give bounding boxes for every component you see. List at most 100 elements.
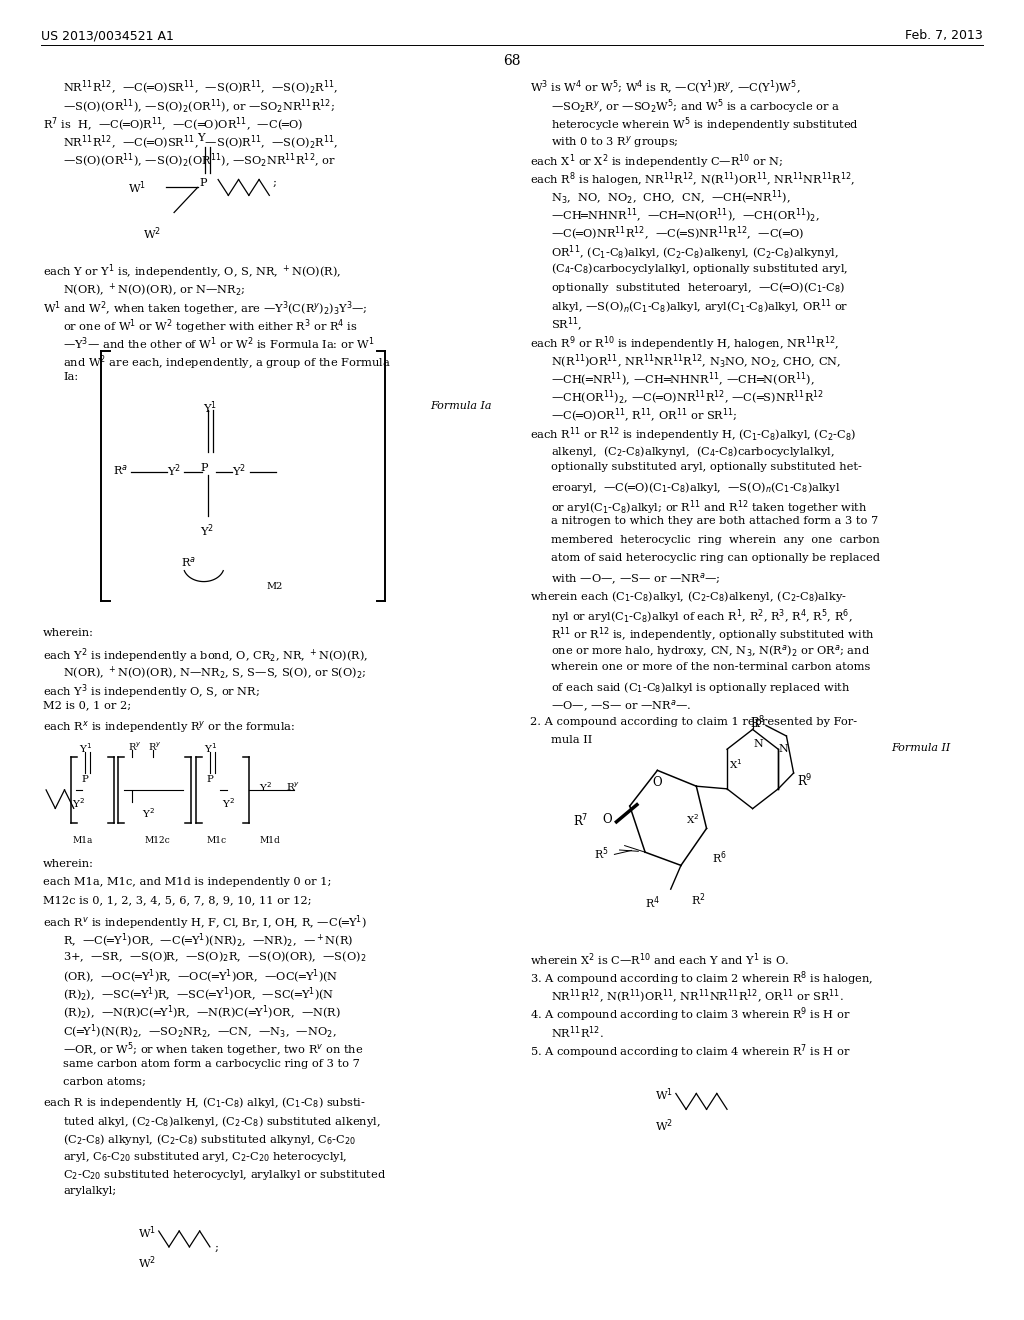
Text: R$^4$: R$^4$ [645, 895, 660, 911]
Text: (C$_4$-C$_8$)carbocyclylalkyl, optionally substituted aryl,: (C$_4$-C$_8$)carbocyclylalkyl, optionall… [551, 261, 848, 276]
Text: wherein each (C$_1$-C$_8$)alkyl, (C$_2$-C$_8$)alkenyl, (C$_2$-C$_8$)alky-: wherein each (C$_1$-C$_8$)alkyl, (C$_2$-… [530, 589, 848, 605]
Text: R$^a$: R$^a$ [181, 556, 197, 569]
Text: ;: ; [272, 178, 276, 189]
Text: (R)$_2$),  —N(R)C(═Y$^1$)R,  —N(R)C(═Y$^1$)OR,  —N(R): (R)$_2$), —N(R)C(═Y$^1$)R, —N(R)C(═Y$^1$… [63, 1005, 341, 1023]
Text: SR$^{11}$,: SR$^{11}$, [551, 315, 583, 334]
Text: P: P [82, 775, 89, 784]
Text: Y$^1$: Y$^1$ [203, 400, 217, 416]
Text: NR$^{11}$R$^{12}$.: NR$^{11}$R$^{12}$. [551, 1024, 604, 1040]
Text: with 0 to 3 R$^y$ groups;: with 0 to 3 R$^y$ groups; [551, 133, 679, 150]
Text: 2. A compound according to claim 1 represented by For-: 2. A compound according to claim 1 repre… [530, 717, 857, 727]
Text: each X$^1$ or X$^2$ is independently C—R$^{10}$ or N;: each X$^1$ or X$^2$ is independently C—R… [530, 152, 784, 170]
Text: M1c: M1c [207, 836, 227, 845]
Text: R$^y$: R$^y$ [148, 741, 162, 754]
Text: Y$^2$: Y$^2$ [259, 780, 272, 795]
Text: Y$^1$: Y$^1$ [79, 741, 92, 755]
Text: —O—, —S— or —NR$^a$—.: —O—, —S— or —NR$^a$—. [551, 698, 691, 714]
Text: Y$^2$: Y$^2$ [232, 463, 247, 479]
Text: R$^y$: R$^y$ [128, 741, 141, 754]
Text: W$^1$ and W$^2$, when taken together, are —Y$^3$(C(R$^y$)$_2$)$_3$Y$^3$—;: W$^1$ and W$^2$, when taken together, ar… [43, 300, 368, 318]
Text: C$_2$-C$_{20}$ substituted heterocyclyl, arylalkyl or substituted: C$_2$-C$_{20}$ substituted heterocyclyl,… [63, 1168, 386, 1183]
Text: C(═Y$^1$)(N(R)$_2$,  —SO$_2$NR$_2$,  —CN,  —N$_3$,  —NO$_2$,: C(═Y$^1$)(N(R)$_2$, —SO$_2$NR$_2$, —CN, … [63, 1023, 337, 1040]
Text: R$^a$: R$^a$ [113, 463, 128, 477]
Text: R$^5$: R$^5$ [594, 846, 608, 862]
Text: each Y or Y$^1$ is, independently, O, S, NR, $^+$N(O)(R),: each Y or Y$^1$ is, independently, O, S,… [43, 263, 341, 281]
Text: X$^1$: X$^1$ [729, 758, 742, 771]
Text: R$^7$ is  H,  —C(═O)R$^{11}$,  —C(═O)OR$^{11}$,  —C(═O): R$^7$ is H, —C(═O)R$^{11}$, —C(═O)OR$^{1… [43, 116, 303, 133]
Text: each R$^{11}$ or R$^{12}$ is independently H, (C$_1$-C$_8$)alkyl, (C$_2$-C$_8$): each R$^{11}$ or R$^{12}$ is independent… [530, 425, 857, 444]
Text: each Y$^2$ is independently a bond, O, CR$_2$, NR, $^+$N(O)(R),: each Y$^2$ is independently a bond, O, C… [43, 645, 369, 664]
Text: —S(O)(OR$^{11}$), —S(O)$_2$(OR$^{11}$), —SO$_2$NR$^{11}$R$^{12}$, or: —S(O)(OR$^{11}$), —S(O)$_2$(OR$^{11}$), … [63, 152, 337, 170]
Text: membered  heterocyclic  ring  wherein  any  one  carbon: membered heterocyclic ring wherein any o… [551, 535, 880, 545]
Text: W$^1$: W$^1$ [655, 1086, 674, 1104]
Text: W$^2$: W$^2$ [143, 226, 162, 243]
Text: —CH(OR$^{11}$)$_2$, —C(═O)NR$^{11}$R$^{12}$, —C(═S)NR$^{11}$R$^{12}$: —CH(OR$^{11}$)$_2$, —C(═O)NR$^{11}$R$^{1… [551, 389, 824, 407]
Text: heterocycle wherein W$^5$ is independently substituted: heterocycle wherein W$^5$ is independent… [551, 116, 859, 135]
Text: each R is independently H, (C$_1$-C$_8$) alkyl, (C$_1$-C$_8$) substi-: each R is independently H, (C$_1$-C$_8$)… [43, 1096, 366, 1110]
Text: O: O [652, 776, 662, 788]
Text: 4. A compound according to claim 3 wherein R$^9$ is H or: 4. A compound according to claim 3 where… [530, 1006, 851, 1024]
Text: R$^6$: R$^6$ [712, 850, 727, 866]
Text: Y: Y [197, 133, 204, 144]
Text: ;: ; [215, 1243, 219, 1253]
Text: R$^8$: R$^8$ [750, 715, 765, 731]
Text: R$^7$: R$^7$ [573, 813, 589, 829]
Text: wherein:: wherein: [43, 628, 94, 638]
Text: O: O [602, 813, 611, 825]
Text: (OR),  —OC(═Y$^1$)R,  —OC(═Y$^1$)OR,  —OC(═Y$^1$)(N: (OR), —OC(═Y$^1$)R, —OC(═Y$^1$)OR, —OC(═… [63, 968, 339, 986]
Text: Feb. 7, 2013: Feb. 7, 2013 [905, 29, 983, 42]
Text: OR$^{11}$, (C$_1$-C$_8$)alkyl, (C$_2$-C$_8$)alkenyl, (C$_2$-C$_8$)alkynyl,: OR$^{11}$, (C$_1$-C$_8$)alkyl, (C$_2$-C$… [551, 243, 839, 261]
Text: each R$^9$ or R$^{10}$ is independently H, halogen, NR$^{11}$R$^{12}$,: each R$^9$ or R$^{10}$ is independently … [530, 334, 840, 352]
Text: W$^2$: W$^2$ [655, 1117, 674, 1134]
Text: alkenyl,  (C$_2$-C$_8$)alkynyl,  (C$_4$-C$_8$)carbocyclylalkyl,: alkenyl, (C$_2$-C$_8$)alkynyl, (C$_4$-C$… [551, 444, 835, 458]
Text: Formula Ia: Formula Ia [430, 401, 492, 411]
Text: NR$^{11}$R$^{12}$, N(R$^{11}$)OR$^{11}$, NR$^{11}$NR$^{11}$R$^{12}$, OR$^{11}$ o: NR$^{11}$R$^{12}$, N(R$^{11}$)OR$^{11}$,… [551, 987, 844, 1006]
Text: carbon atoms;: carbon atoms; [63, 1077, 146, 1088]
Text: —SO$_2$R$^y$, or —SO$_2$W$^5$; and W$^5$ is a carbocycle or a: —SO$_2$R$^y$, or —SO$_2$W$^5$; and W$^5$… [551, 98, 840, 116]
Text: W$^2$: W$^2$ [138, 1255, 157, 1271]
Text: M12c: M12c [144, 836, 170, 845]
Text: Formula II: Formula II [891, 743, 950, 752]
Text: nyl or aryl(C$_1$-C$_8$)alkyl of each R$^1$, R$^2$, R$^3$, R$^4$, R$^5$, R$^6$,: nyl or aryl(C$_1$-C$_8$)alkyl of each R$… [551, 607, 853, 626]
Text: —CH(═NR$^{11}$), —CH═NHNR$^{11}$, —CH═N(OR$^{11}$),: —CH(═NR$^{11}$), —CH═NHNR$^{11}$, —CH═N(… [551, 371, 814, 389]
Text: wherein X$^2$ is C—R$^{10}$ and each Y and Y$^1$ is O.: wherein X$^2$ is C—R$^{10}$ and each Y a… [530, 952, 790, 968]
Text: —CH═NHNR$^{11}$,  —CH═N(OR$^{11}$),  —CH(OR$^{11}$)$_2$,: —CH═NHNR$^{11}$, —CH═N(OR$^{11}$), —CH(O… [551, 207, 820, 224]
Text: tuted alkyl, (C$_2$-C$_8$)alkenyl, (C$_2$-C$_8$) substituted alkenyl,: tuted alkyl, (C$_2$-C$_8$)alkenyl, (C$_2… [63, 1114, 381, 1129]
Text: Ia:: Ia: [63, 372, 79, 381]
Text: —C(═O)NR$^{11}$R$^{12}$,  —C(═S)NR$^{11}$R$^{12}$,  —C(═O): —C(═O)NR$^{11}$R$^{12}$, —C(═S)NR$^{11}$… [551, 224, 804, 243]
Text: P: P [200, 178, 207, 189]
Text: same carbon atom form a carbocyclic ring of 3 to 7: same carbon atom form a carbocyclic ring… [63, 1059, 360, 1069]
Text: Y$^2$: Y$^2$ [167, 463, 181, 479]
Text: N: N [778, 744, 788, 754]
Text: wherein one or more of the non-terminal carbon atoms: wherein one or more of the non-terminal … [551, 663, 870, 672]
Text: P: P [201, 463, 208, 473]
Text: each M1a, M1c, and M1d is independently 0 or 1;: each M1a, M1c, and M1d is independently … [43, 876, 332, 887]
Text: M12c is 0, 1, 2, 3, 4, 5, 6, 7, 8, 9, 10, 11 or 12;: M12c is 0, 1, 2, 3, 4, 5, 6, 7, 8, 9, 10… [43, 895, 311, 906]
Text: atom of said heterocyclic ring can optionally be replaced: atom of said heterocyclic ring can optio… [551, 553, 880, 562]
Text: W$^1$: W$^1$ [138, 1225, 157, 1241]
Text: each R$^x$ is independently R$^y$ or the formula:: each R$^x$ is independently R$^y$ or the… [43, 719, 295, 735]
Text: (R)$_2$),  —SC(═Y$^1$)R,  —SC(═Y$^1$)OR,  —SC(═Y$^1$)(N: (R)$_2$), —SC(═Y$^1$)R, —SC(═Y$^1$)OR, —… [63, 986, 335, 1005]
Text: N(R$^{11}$)OR$^{11}$, NR$^{11}$NR$^{11}$R$^{12}$, N$_3$NO, NO$_2$, CHO, CN,: N(R$^{11}$)OR$^{11}$, NR$^{11}$NR$^{11}$… [551, 352, 841, 371]
Text: P: P [207, 775, 214, 784]
Text: Y$^2$: Y$^2$ [142, 805, 156, 820]
Text: —S(O)(OR$^{11}$), —S(O)$_2$(OR$^{11}$), or —SO$_2$NR$^{11}$R$^{12}$;: —S(O)(OR$^{11}$), —S(O)$_2$(OR$^{11}$), … [63, 98, 336, 116]
Text: mula II: mula II [551, 735, 592, 744]
Text: 5. A compound according to claim 4 wherein R$^7$ is H or: 5. A compound according to claim 4 where… [530, 1043, 851, 1061]
Text: alkyl, —S(O)$_n$(C$_1$-C$_8$)alkyl, aryl(C$_1$-C$_8$)alkyl, OR$^{11}$ or: alkyl, —S(O)$_n$(C$_1$-C$_8$)alkyl, aryl… [551, 298, 848, 317]
Text: Y$^2$: Y$^2$ [72, 796, 85, 810]
Text: each Y$^3$ is independently O, S, or NR;: each Y$^3$ is independently O, S, or NR; [43, 682, 260, 701]
Text: US 2013/0034521 A1: US 2013/0034521 A1 [41, 29, 174, 42]
Text: or one of W$^1$ or W$^2$ together with either R$^3$ or R$^4$ is: or one of W$^1$ or W$^2$ together with e… [63, 317, 358, 335]
Text: a nitrogen to which they are both attached form a 3 to 7: a nitrogen to which they are both attach… [551, 516, 879, 527]
Text: wherein:: wherein: [43, 858, 94, 869]
Text: and W$^2$ are each, independently, a group of the Formula: and W$^2$ are each, independently, a gro… [63, 354, 391, 372]
Text: M2 is 0, 1 or 2;: M2 is 0, 1 or 2; [43, 701, 131, 710]
Text: M1d: M1d [259, 836, 280, 845]
Text: N$_3$,  NO,  NO$_2$,  CHO,  CN,  —CH(═NR$^{11}$),: N$_3$, NO, NO$_2$, CHO, CN, —CH(═NR$^{11… [551, 189, 791, 207]
Text: each R$^8$ is halogen, NR$^{11}$R$^{12}$, N(R$^{11}$)OR$^{11}$, NR$^{11}$NR$^{11: each R$^8$ is halogen, NR$^{11}$R$^{12}$… [530, 170, 856, 189]
Text: one or more halo, hydroxy, CN, N$_3$, N(R$^a$)$_2$ or OR$^a$; and: one or more halo, hydroxy, CN, N$_3$, N(… [551, 644, 870, 659]
Text: Y$^1$: Y$^1$ [204, 741, 217, 755]
Text: optionally  substituted  heteroaryl,  —C(═O)(C$_1$-C$_8$): optionally substituted heteroaryl, —C(═O… [551, 280, 846, 294]
Text: Y$^2$: Y$^2$ [200, 523, 214, 539]
